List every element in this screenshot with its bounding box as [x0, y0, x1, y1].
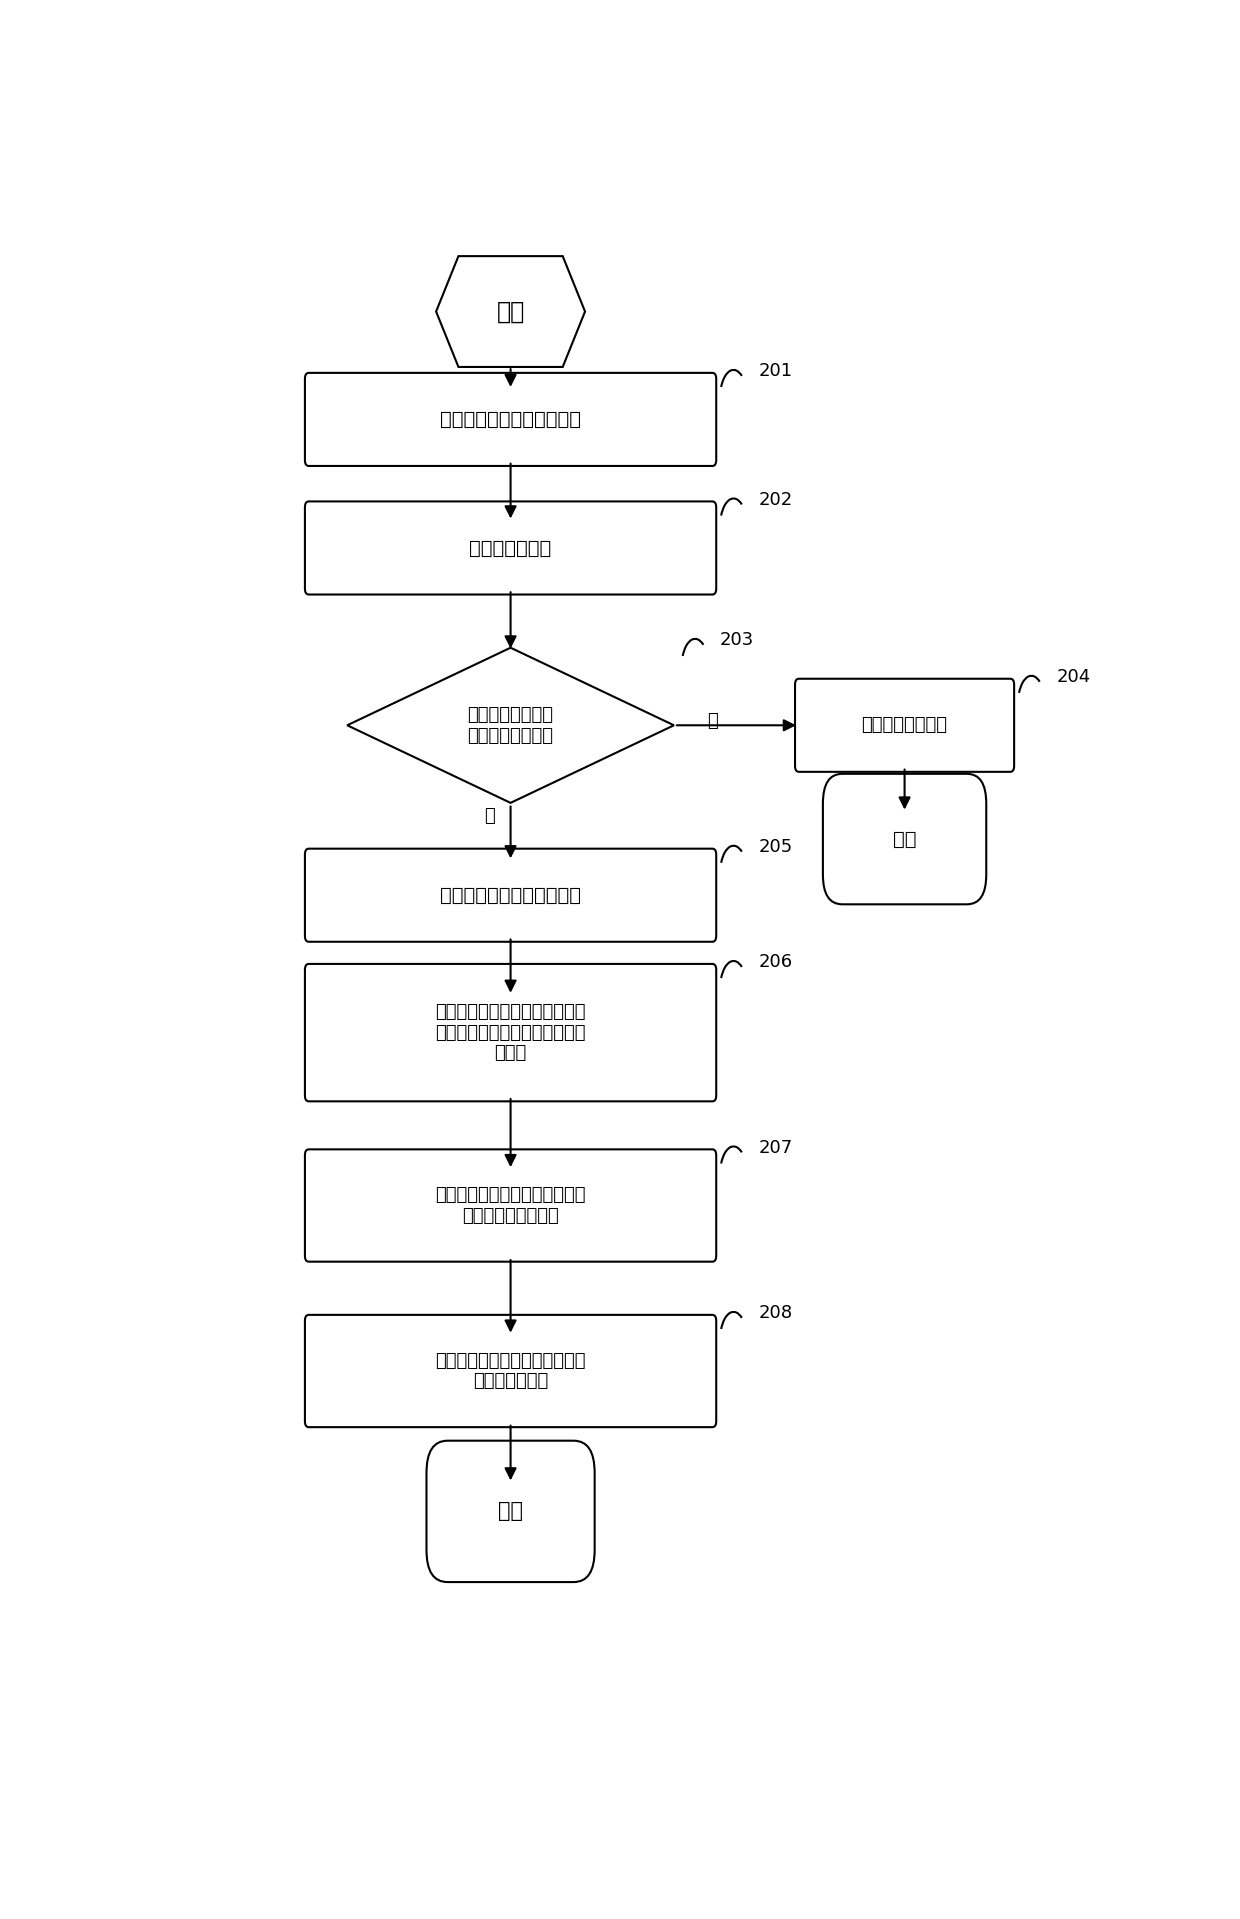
- Text: 结束: 结束: [893, 829, 916, 848]
- Text: 确定硅片腐蚀后的实际重量: 确定硅片腐蚀后的实际重量: [440, 887, 582, 904]
- FancyBboxPatch shape: [305, 1149, 717, 1261]
- Text: 202: 202: [759, 491, 792, 509]
- Text: 确定硅片腐蚀前的实际重量: 确定硅片腐蚀前的实际重量: [440, 411, 582, 430]
- Text: 206: 206: [759, 954, 792, 971]
- Text: 205: 205: [759, 839, 792, 856]
- Text: 201: 201: [759, 363, 792, 380]
- FancyBboxPatch shape: [305, 1315, 717, 1428]
- Polygon shape: [436, 255, 585, 367]
- FancyBboxPatch shape: [795, 679, 1014, 771]
- FancyBboxPatch shape: [305, 963, 717, 1102]
- Text: 将第一变化值与第一预设值进行
比较，得到比较结果: 将第一变化值与第一预设值进行 比较，得到比较结果: [435, 1186, 585, 1224]
- Text: 根据比较结果，对硅片的腐蚀溶
液进行浓度控制: 根据比较结果，对硅片的腐蚀溶 液进行浓度控制: [435, 1351, 585, 1391]
- Text: 生成第一提示信息: 生成第一提示信息: [862, 716, 947, 735]
- Text: 204: 204: [1056, 668, 1091, 687]
- Text: 确定第二变化值: 确定第二变化值: [470, 539, 552, 558]
- Text: 203: 203: [720, 631, 754, 649]
- Text: 207: 207: [759, 1138, 792, 1157]
- FancyBboxPatch shape: [305, 848, 717, 942]
- Text: 开始: 开始: [496, 299, 525, 324]
- FancyBboxPatch shape: [305, 501, 717, 595]
- FancyBboxPatch shape: [305, 372, 717, 466]
- Text: 是: 是: [707, 712, 718, 729]
- FancyBboxPatch shape: [823, 773, 986, 904]
- FancyBboxPatch shape: [427, 1441, 595, 1581]
- Text: 判断第二变化值是
否大于第二预设值: 判断第二变化值是 否大于第二预设值: [467, 706, 553, 745]
- Text: 否: 否: [484, 806, 495, 825]
- Polygon shape: [347, 649, 675, 802]
- Text: 根据硅片腐蚀前的实际重量和硅
片腐蚀后的实际重量，确定第一
变化值: 根据硅片腐蚀前的实际重量和硅 片腐蚀后的实际重量，确定第一 变化值: [435, 1004, 585, 1063]
- Text: 208: 208: [759, 1305, 792, 1322]
- Text: 结束: 结束: [498, 1501, 523, 1522]
